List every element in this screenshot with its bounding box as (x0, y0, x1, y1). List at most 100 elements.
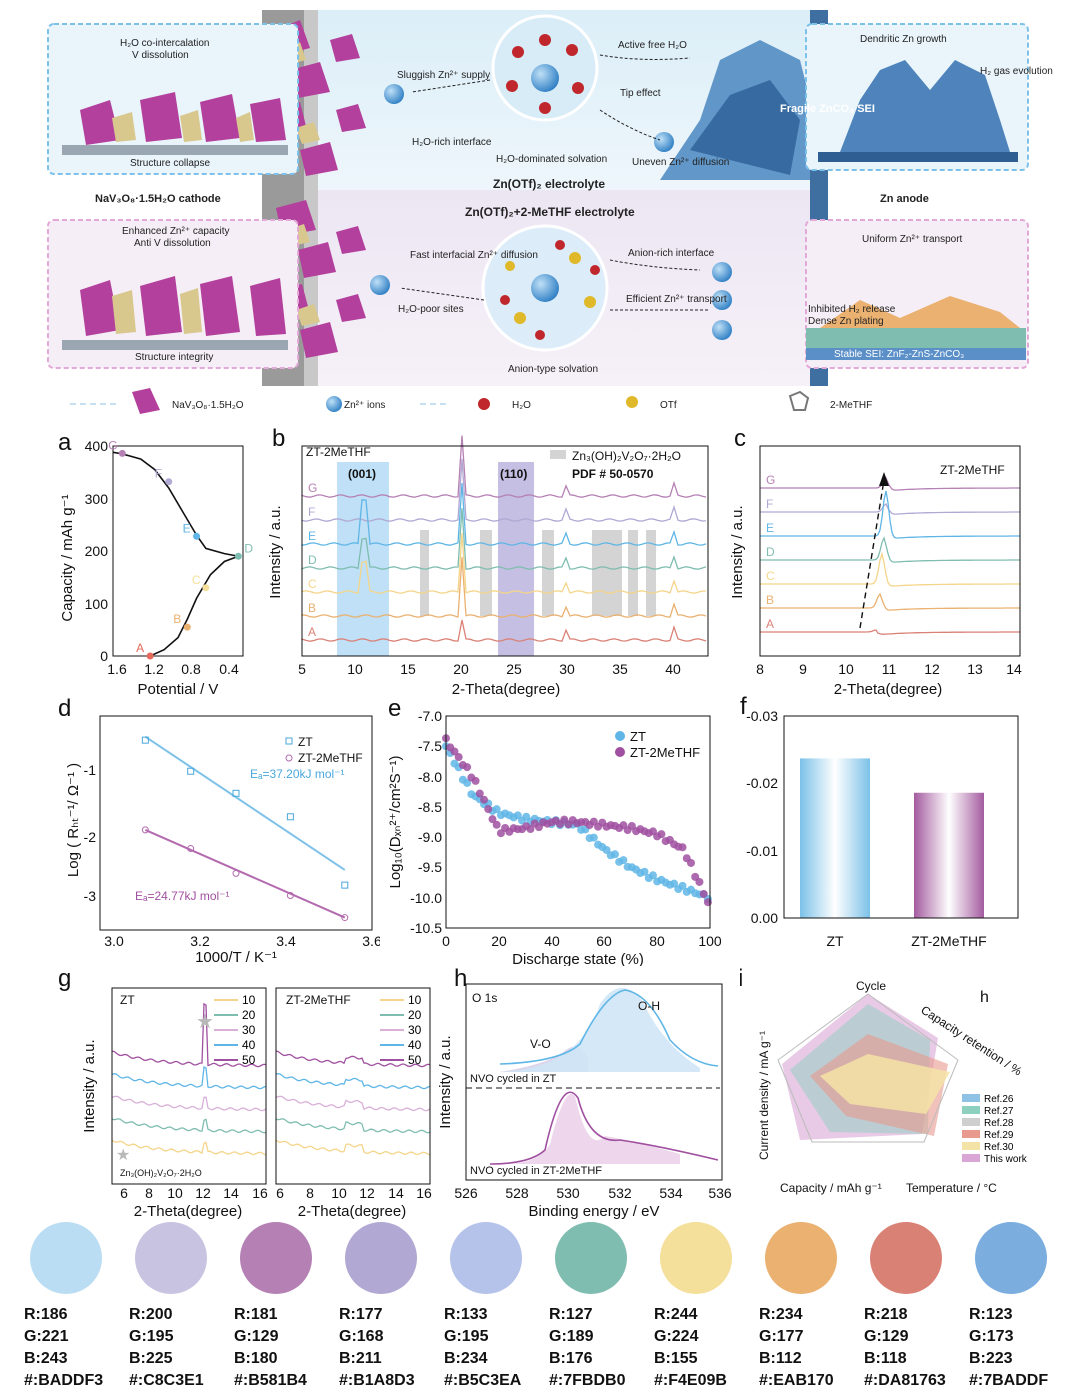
panel-h-xtick-528: 528 (505, 1185, 529, 1201)
panel-g-right-tag: ZT-2MeTHF (286, 993, 351, 1007)
panel-e-point-zt (619, 856, 628, 865)
color-swatch: R:218 G:129 B:118 #:DA81763 (864, 1222, 964, 1392)
panel-c-curve-label: B (766, 593, 774, 607)
panel-h-xtick-532: 532 (608, 1185, 632, 1201)
panel-c-curve (760, 592, 1020, 611)
panel-i-letter: i (740, 965, 743, 992)
panel-g-left-tag: ZT (120, 993, 135, 1007)
panel-d-point-zt (341, 881, 349, 889)
panel-f-ytick-1: -0.03 (746, 708, 778, 724)
bottom-right-text-2: Inhibited H₂ release (808, 304, 896, 315)
panel-d-ea1: Eₐ=37.20kJ mol⁻¹ (250, 767, 345, 781)
panel-g-xtick-r8: 8 (306, 1185, 314, 1201)
panel-c-shift-arrow (859, 479, 885, 629)
panel-g-xtick-l6: 6 (120, 1185, 128, 1201)
panel-a-point-label: G (108, 438, 117, 452)
panel-a-point-label: A (136, 641, 144, 655)
color-swatch-circle (660, 1222, 732, 1294)
panel-f-ytick-4: 0.00 (751, 910, 778, 926)
top-right-text-2: H₂ gas evolution (980, 66, 1053, 77)
top-right-text-1: Dendritic Zn growth (860, 34, 947, 45)
panel-h-bottom-label: NVO cycled in ZT-2MeTHF (470, 1165, 602, 1177)
panel-a-point-label: F (155, 467, 162, 481)
panel-e-point-methf (480, 795, 489, 804)
color-swatch: R:244 G:224 B:155 #:F4E09B (654, 1222, 754, 1392)
panel-g-xtick-r10: 10 (331, 1185, 347, 1201)
panel-h-curve-zt (499, 989, 719, 1067)
panel-b-xtick-25: 25 (506, 661, 522, 677)
legend-zn-icon (326, 396, 342, 412)
panel-g-xtick-l10: 10 (167, 1185, 183, 1201)
panel-e-ytick-8: -10.5 (410, 920, 442, 936)
panel-a-ytick-400: 400 (85, 438, 109, 454)
panel-b-xtick-35: 35 (612, 661, 628, 677)
panel-i-legend-label: Ref.30 (984, 1142, 1014, 1153)
legend-methf: 2-MeTHF (830, 400, 872, 411)
panel-g-curve (111, 1139, 267, 1156)
color-swatch-values: R:127 G:189 B:176 #:7FBDB0 (549, 1306, 626, 1389)
panel-e-point-zt (610, 850, 619, 859)
panel-d-letter: d (58, 696, 71, 722)
panel-e-xtick-60: 60 (596, 933, 612, 949)
panel-f: f -0.03 -0.02 -0.01 0.00 ZT ZT-2MeTHF (740, 696, 1019, 949)
panel-i-legend-swatch (962, 1142, 980, 1150)
panel-e: e ZT ZT-2MeTHF Log₁₀(Dₓₙ²⁺/cm²S⁻¹) Disch… (387, 696, 722, 966)
panel-c-xtick-13: 13 (967, 661, 983, 677)
panel-e-ytick-5: -9.0 (418, 829, 442, 845)
panel-f-frame (783, 715, 1019, 919)
panel-b-pdf: PDF # 50-0570 (572, 467, 654, 481)
panel-f-cat-methf: ZT-2MeTHF (911, 933, 986, 949)
panel-b-curve-label: G (308, 481, 317, 495)
panel-e-letter: e (388, 696, 401, 722)
panel-c-xtick-9: 9 (799, 661, 807, 677)
panel-a-point-label: D (244, 541, 253, 555)
color-swatch-values: R:181 G:129 B:180 #:B581B4 (234, 1306, 307, 1389)
panel-b-curve (301, 556, 707, 618)
panel-g-xtick-l16: 16 (252, 1185, 268, 1201)
panel-d-frame (99, 715, 373, 931)
color-swatch-circle (240, 1222, 312, 1294)
panel-f-ytick-3: -0.01 (746, 843, 778, 859)
panel-b-ylabel: Intensity / a.u. (267, 505, 284, 598)
panel-c-curve-label: A (766, 617, 774, 631)
color-swatch-values: R:133 G:195 B:234 #:B5C3EA (444, 1306, 522, 1389)
panel-i-legend-label: Ref.27 (984, 1106, 1014, 1117)
color-swatch-values: R:123 G:173 B:223 #:7BADDF (969, 1306, 1049, 1389)
panel-g-curve (111, 1066, 267, 1090)
color-swatch-circle (555, 1222, 627, 1294)
mid-text-h2o-poor: H₂O-poor sites (398, 304, 464, 315)
panel-i-corner-letter: h (980, 989, 989, 1006)
panel-h-peak2: O-H (638, 999, 660, 1013)
panel-c-xlabel: 2-Theta(degree) (834, 681, 942, 698)
legend-h2o: H₂O (512, 400, 531, 411)
panel-g-letter: g (58, 965, 71, 992)
color-swatch-circle (450, 1222, 522, 1294)
panel-e-legend-zt: ZT (630, 729, 646, 744)
mid-text-h2o-solvation: H₂O-dominated solvation (496, 154, 607, 165)
color-swatch: R:234 G:177 B:112 #:EAB170 (759, 1222, 859, 1392)
anode-label: Zn anode (880, 193, 929, 205)
panel-c-curve (760, 536, 1020, 563)
panel-b-curve-label: A (308, 625, 316, 639)
panel-g-curve (275, 1118, 431, 1134)
color-swatch: R:133 G:195 B:234 #:B5C3EA (444, 1222, 544, 1392)
panel-e-point-methf (492, 820, 501, 829)
panel-d-point-zt (187, 767, 195, 775)
panel-g-legend-label: 40 (242, 1038, 256, 1052)
bottom-left-text-1: Enhanced Zn²⁺ capacity (122, 226, 230, 237)
panel-a-point (118, 449, 126, 457)
panel-g-xtick-l8: 8 (145, 1185, 153, 1201)
panel-h-xtick-536: 536 (708, 1185, 732, 1201)
panel-h-tag: O 1s (472, 991, 497, 1005)
panel-a-xtick-3: 0.8 (181, 661, 201, 677)
mid-text-h2o-rich: H₂O-rich interface (412, 137, 492, 148)
panel-g-legend-label: 20 (242, 1008, 256, 1022)
panel-d-fit-methf (144, 828, 346, 919)
panel-c-curve (760, 629, 1020, 635)
panel-a-xlabel: Potential / V (138, 681, 219, 698)
panel-b-xlabel: 2-Theta(degree) (452, 681, 560, 698)
panel-g-curve (275, 1073, 431, 1090)
panel-i-axis-capacity: Capacity / mAh g⁻¹ (780, 1181, 882, 1195)
panel-i-legend-swatch (962, 1106, 980, 1114)
panel-a-point (202, 584, 210, 592)
